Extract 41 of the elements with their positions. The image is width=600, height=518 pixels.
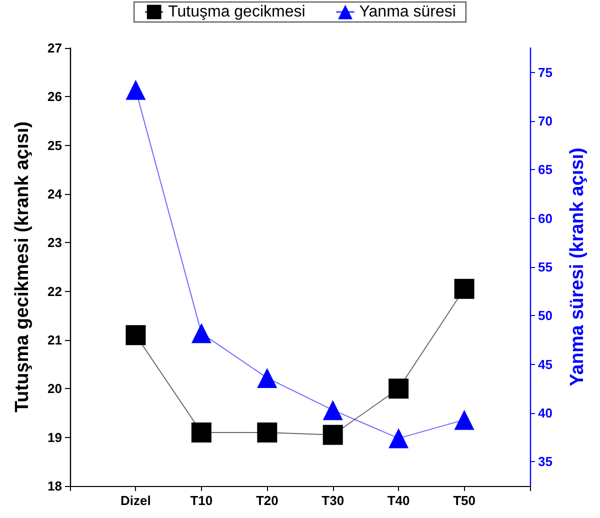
- y-tick-label: 20: [48, 381, 62, 396]
- x-tick-label: T50: [453, 493, 476, 508]
- y2-axis-title: Yanma süresi (krank açısı): [567, 148, 588, 386]
- y-tick-label: 22: [48, 284, 62, 299]
- y-tick-label: 23: [48, 235, 62, 250]
- y2-tick-label: 40: [538, 406, 552, 420]
- y2-tick-label: 75: [538, 64, 552, 80]
- point: [126, 80, 146, 100]
- y2-tick-label: 35: [538, 454, 552, 470]
- point: [322, 424, 343, 445]
- point: [322, 400, 343, 420]
- x-tick-label: T20: [256, 493, 278, 508]
- y-tick-label: 27: [48, 40, 62, 56]
- point: [191, 422, 212, 442]
- point: [388, 428, 409, 448]
- y2-tick-label: 45: [538, 356, 552, 372]
- y2-tick-label: 70: [538, 114, 552, 128]
- point: [126, 325, 146, 346]
- y-tick-label: 21: [48, 332, 62, 348]
- y-tick-label: 19: [48, 430, 62, 445]
- y-tick-label: 18: [48, 478, 62, 494]
- x-tick-label: T40: [387, 493, 410, 508]
- y-tick-label: 24: [48, 186, 63, 202]
- point: [388, 378, 409, 399]
- x-tick-label: Dizel: [120, 493, 151, 508]
- x-tick-label: T30: [322, 493, 344, 508]
- point: [454, 278, 474, 299]
- legend-label: Tutuşma gecikmesi: [168, 4, 306, 20]
- point: [257, 368, 278, 388]
- y-tick-label: 25: [48, 138, 62, 153]
- y-tick-label: 26: [48, 89, 62, 104]
- legend-label: Yanma süresi: [359, 4, 456, 20]
- y-axis-title: Tutuşma gecikmesi (krank açısı): [12, 121, 33, 413]
- y2-tick-label: 60: [538, 210, 552, 226]
- y2-tick-label: 65: [538, 162, 552, 178]
- y2-tick-label: 50: [538, 308, 552, 324]
- y2-tick-label: 55: [538, 260, 552, 274]
- point: [257, 422, 278, 442]
- point: [191, 323, 212, 344]
- x-tick-label: T10: [190, 493, 213, 508]
- point: [454, 410, 474, 430]
